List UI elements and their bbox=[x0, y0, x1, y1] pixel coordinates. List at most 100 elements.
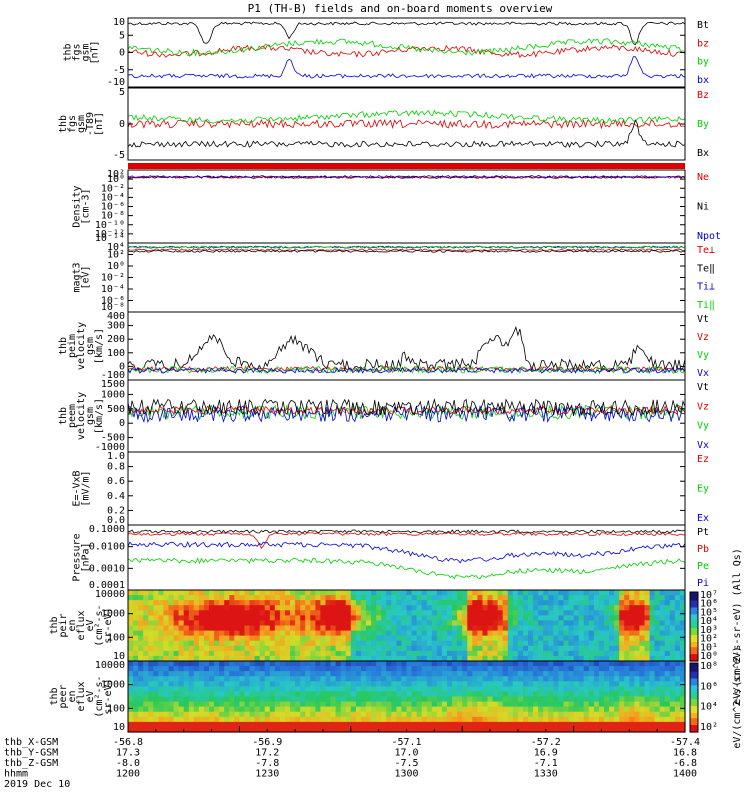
y-label-line: [mV/m] bbox=[81, 470, 92, 506]
y-tick-label: 1.0 bbox=[107, 451, 125, 462]
y-label-line: [eV] bbox=[81, 265, 92, 289]
legend-Te⊥: Te⊥ bbox=[697, 245, 715, 256]
colorbar-frame bbox=[689, 591, 699, 662]
x-column-value: 1400 bbox=[673, 769, 697, 780]
y-tick-label: 0.0010 bbox=[89, 563, 125, 574]
y-tick-label: 0 bbox=[119, 361, 125, 372]
y-label-line: peer bbox=[58, 684, 69, 708]
x-column-value: 1200 bbox=[116, 769, 140, 780]
y-tick-label: 5 bbox=[119, 87, 125, 98]
x-column-value: -56.9 bbox=[252, 737, 282, 748]
y-tick-label: 100 bbox=[107, 703, 125, 714]
colorbar-tick: 10³ bbox=[700, 625, 718, 636]
traces-8 bbox=[127, 529, 686, 580]
x-column-value: 1230 bbox=[255, 769, 279, 780]
y-tick-label: 10⁻² bbox=[101, 183, 125, 194]
y-label-line: [km/s] bbox=[94, 328, 105, 364]
y-label-line: [nT] bbox=[90, 40, 101, 64]
y-label-line: peir bbox=[58, 613, 69, 637]
y-tick-label: 10000 bbox=[95, 589, 125, 600]
panel-3: 10²10⁰10⁻²10⁻⁴10⁻⁶10⁻⁸10⁻¹⁰10⁻¹²10⁻¹⁴Den… bbox=[72, 163, 721, 244]
legend-Bt: Bt bbox=[697, 20, 709, 31]
legend-Vy: Vy bbox=[697, 421, 709, 432]
series-Pe bbox=[127, 557, 686, 580]
series-Npot bbox=[127, 175, 686, 179]
colorbar-label-text: eV/(cm^2-s-sr-eV) bbox=[732, 646, 743, 748]
legend-Vx: Vx bbox=[697, 440, 709, 451]
y-tick-label: -5 bbox=[113, 150, 125, 161]
colorbar-frame bbox=[689, 662, 699, 733]
legend-By: By bbox=[697, 119, 709, 130]
y-tick-label: 10⁻¹⁰ bbox=[95, 220, 125, 231]
legend-Ti‖: Ti‖ bbox=[697, 300, 715, 311]
y-tick-label: 300 bbox=[107, 321, 125, 332]
y-label-line: fgs bbox=[72, 43, 83, 61]
colorbar-label: eV/(cm^2-s-sr-eV) bbox=[732, 646, 743, 748]
y-label-line: peem bbox=[67, 404, 78, 428]
series-Tipar bbox=[127, 245, 686, 249]
x-row-label: hhmm bbox=[4, 769, 28, 780]
y-axis-label: Pressure[nPa] bbox=[72, 533, 92, 581]
y-tick-label: 10⁰ bbox=[107, 174, 125, 185]
series-Vy bbox=[127, 404, 686, 421]
legend-Vt: Vt bbox=[697, 382, 709, 393]
x-column-value: -57.4 bbox=[670, 737, 700, 748]
x-column-value: -7.5 bbox=[394, 758, 418, 769]
x-column-value: -7.8 bbox=[255, 758, 279, 769]
legend-Bx: Bx bbox=[697, 148, 709, 159]
legend-bx: bx bbox=[697, 75, 709, 86]
y-label-line: [km/s] bbox=[94, 398, 105, 434]
colorbar-tick: 10⁰ bbox=[700, 651, 718, 662]
x-column-value: -6.8 bbox=[673, 758, 697, 769]
y-label-line: velocity bbox=[76, 392, 87, 440]
legend-Pt: Pt bbox=[697, 527, 709, 538]
legend-by: by bbox=[697, 57, 709, 68]
y-label-line: eflux bbox=[76, 610, 87, 640]
y-tick-label: 100 bbox=[107, 348, 125, 359]
x-row-label: thb_X-GSM bbox=[4, 737, 58, 748]
x-column-value: 1300 bbox=[394, 769, 418, 780]
y-tick-label: 10⁻⁴ bbox=[101, 284, 125, 295]
y-tick-label: 200 bbox=[107, 334, 125, 345]
traces-5 bbox=[127, 325, 686, 375]
y-tick-label: 10000 bbox=[95, 660, 125, 671]
y-label-line: (cm²-s- bbox=[94, 675, 105, 717]
y-label-line: -T89 bbox=[85, 112, 96, 136]
y-tick-label: 10² bbox=[107, 169, 125, 180]
colorbar-tick: 10¹ bbox=[700, 642, 718, 653]
y-tick-label: 1500 bbox=[101, 379, 125, 390]
traces-2 bbox=[127, 109, 686, 148]
colorbar-tick: 10² bbox=[700, 722, 718, 733]
y-label-line: Density bbox=[72, 185, 83, 227]
x-column-value: 1330 bbox=[534, 769, 558, 780]
y-tick-label: 0 bbox=[119, 418, 125, 429]
colorbar-tick: 10⁶ bbox=[700, 599, 718, 610]
legend-Vz: Vz bbox=[697, 401, 709, 412]
y-label-line: eV bbox=[85, 619, 96, 631]
panel-10: 10000 1000 100 10 thbpeerenefluxeV(cm²-s-sr-… bbox=[49, 660, 686, 733]
y-tick-label: 0.6 bbox=[107, 476, 125, 487]
figure-title: P1 (TH-B) fields and on-board moments ov… bbox=[248, 2, 553, 15]
y-tick-label: -5 bbox=[113, 65, 125, 76]
x-column-value: 17.3 bbox=[116, 748, 140, 759]
colorbar-tick: 10⁸ bbox=[700, 661, 718, 672]
y-label-line: gsm bbox=[85, 337, 96, 355]
y-label-line: thb bbox=[63, 43, 74, 61]
x-row-label: 2019 Dec 10 bbox=[4, 779, 70, 790]
colorbar-tick: 10⁵ bbox=[700, 607, 718, 618]
panel-8: 0.10000.01000.00100.0001Pressure[nPa]PtP… bbox=[72, 524, 710, 591]
y-tick-label: 10⁻⁴ bbox=[101, 192, 125, 203]
y-tick-label: 0.2 bbox=[107, 505, 125, 516]
y-label-line: eflux bbox=[76, 681, 87, 711]
y-tick-label: 10⁻¹² bbox=[95, 229, 125, 240]
legend-Bz: Bz bbox=[697, 90, 709, 101]
series-Tiperp bbox=[127, 245, 686, 249]
y-label-line: gsm bbox=[81, 43, 92, 61]
x-column-value: -8.0 bbox=[116, 758, 140, 769]
